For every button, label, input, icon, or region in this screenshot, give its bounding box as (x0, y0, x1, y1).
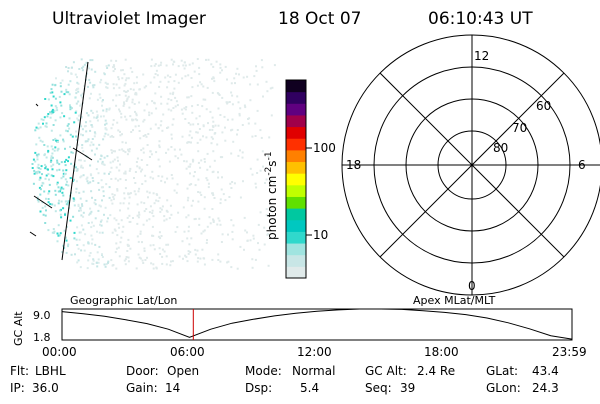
colorbar-cell (286, 266, 306, 279)
colorbar-cell (286, 254, 306, 267)
x-tick-label-18: 18:00 (424, 345, 459, 359)
apex-label: Apex MLat/MLT (413, 294, 496, 307)
colorbar-cell (286, 196, 306, 209)
colorbar-cell (286, 91, 306, 104)
geographic-label: Geographic Lat/Lon (70, 294, 177, 307)
colorbar-unit-label: photon cm-2s-1 (264, 151, 279, 240)
glon-value: 24.3 (532, 381, 559, 395)
colorbar-cell (286, 138, 306, 151)
x-tick-label-00: 00:00 (42, 345, 77, 359)
auroral-emission-speckles (31, 58, 276, 270)
colorbar: 100 10 photon cm-2s-1 (264, 79, 336, 279)
time-label: 06:10:43 UT (428, 9, 533, 29)
mlt-label-0: 0 (468, 279, 476, 293)
mlt-label-12: 12 (474, 49, 489, 63)
auroral-image-panel (29, 58, 276, 270)
mlat-label-80: 80 (493, 141, 508, 155)
terminator-line (61, 61, 89, 261)
orbit-altitude-panel: Geographic Lat/Lon Apex MLat/MLT GC Alt … (12, 294, 587, 359)
header: Ultraviolet Imager 18 Oct 07 06:10:43 UT (52, 9, 533, 29)
instrument-title: Ultraviolet Imager (52, 9, 206, 29)
flt-value: LBHL (35, 364, 66, 378)
mlt-label-6: 6 (578, 158, 586, 172)
glat-key: GLat: (486, 364, 518, 378)
y-tick-label-1-8: 1.8 (33, 331, 51, 344)
mlat-label-60: 60 (536, 99, 551, 113)
colorbar-cell (286, 103, 306, 116)
mode-value: Normal (292, 364, 335, 378)
colorbar-frame (285, 79, 307, 279)
y-axis-label: GC Alt (12, 311, 25, 346)
x-tick-label-2359: 23:59 (552, 345, 587, 359)
glat-value: 43.4 (532, 364, 559, 378)
ip-key: IP: (10, 381, 25, 395)
colorbar-cell (286, 126, 306, 139)
mlat-label-70: 70 (512, 121, 527, 135)
dsp-key: Dsp: (245, 381, 272, 395)
colorbar-cell (286, 80, 306, 93)
seq-value: 39 (400, 381, 415, 395)
mlt-label-18: 18 (346, 158, 361, 172)
x-tick-label-06: 06:00 (170, 345, 205, 359)
tick-mark (35, 103, 39, 107)
colorbar-cell (286, 114, 306, 128)
coastline (29, 231, 37, 237)
colorbar-cell (286, 231, 306, 244)
colorbar-cell (286, 149, 306, 163)
altitude-series-line (61, 308, 573, 340)
door-value: Open (167, 364, 199, 378)
coastline (72, 147, 93, 161)
dsp-value: 5.4 (300, 381, 319, 395)
date-label: 18 Oct 07 (278, 9, 361, 29)
ip-value: 36.0 (32, 381, 59, 395)
coastline (33, 195, 53, 209)
door-key: Door: (126, 364, 159, 378)
gain-value: 14 (165, 381, 180, 395)
colorbar-cell (286, 243, 306, 256)
gc-alt-value: 2.4 Re (417, 364, 455, 378)
altitude-plot-frame (61, 308, 573, 341)
colorbar-cell (286, 161, 306, 174)
colorbar-tick-label-100: 100 (313, 141, 336, 155)
x-tick-label-12: 12:00 (297, 345, 332, 359)
colorbar-tick-label-10: 10 (313, 228, 328, 242)
info-readout: Flt: LBHL Door: Open Mode: Normal GC Alt… (10, 364, 559, 395)
mode-key: Mode: (245, 364, 282, 378)
glon-key: GLon: (486, 381, 521, 395)
colorbar-cell (286, 208, 306, 221)
colorbar-cells (286, 80, 306, 279)
y-tick-label-9-0: 9.0 (33, 309, 51, 322)
colorbar-cell (286, 173, 306, 186)
polar-grid: 12 0 18 6 60 70 80 (341, 34, 600, 296)
polar-diagonal (379, 72, 565, 258)
gain-key: Gain: (126, 381, 158, 395)
seq-key: Seq: (365, 381, 392, 395)
colorbar-cell (286, 184, 306, 197)
colorbar-cell (286, 219, 306, 232)
flt-key: Flt: (10, 364, 29, 378)
gc-alt-key: GC Alt: (365, 364, 407, 378)
